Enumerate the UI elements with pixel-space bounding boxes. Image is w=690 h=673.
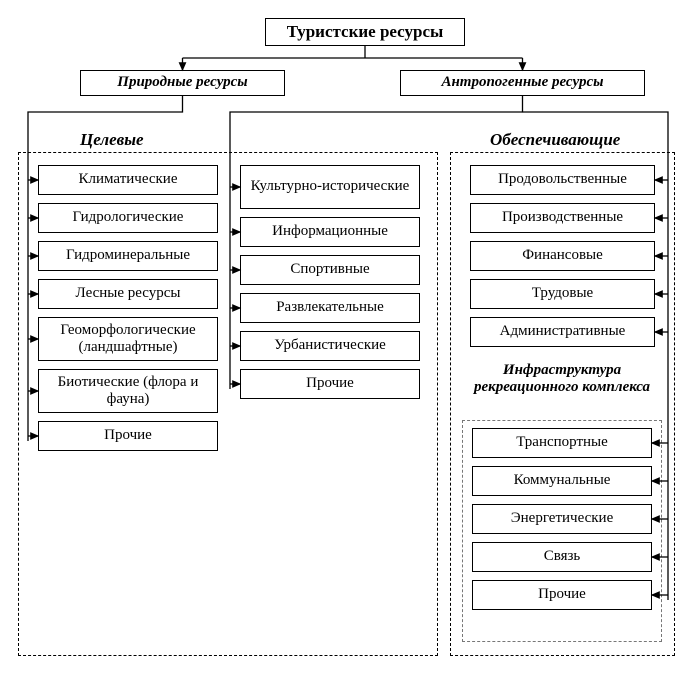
target-col0-item-2: Гидроминеральные	[38, 241, 218, 271]
target-col1-item-2: Спортивные	[240, 255, 420, 285]
supporting-item-3: Трудовые	[470, 279, 655, 309]
supporting-item-2: Финансовые	[470, 241, 655, 271]
natural-resources-box: Природные ресурсы	[80, 70, 285, 96]
target-col0-item-1: Гидрологические	[38, 203, 218, 233]
supporting-item-4: Административные	[470, 317, 655, 347]
supporting-group-title: Обеспечивающие	[490, 130, 620, 150]
target-group-title: Целевые	[80, 130, 144, 150]
target-col1-item-3: Развлекательные	[240, 293, 420, 323]
supporting-item-1: Производственные	[470, 203, 655, 233]
target-col0-item-4: Геоморфологические (ландшафтные)	[38, 317, 218, 361]
target-col0-item-5: Биотические (флора и фауна)	[38, 369, 218, 413]
target-col1-item-4: Урбанистические	[240, 331, 420, 361]
root-box: Туристские ресурсы	[265, 18, 465, 46]
supporting-item-0: Продовольственные	[470, 165, 655, 195]
target-col0-item-6: Прочие	[38, 421, 218, 451]
anthropogenic-resources-box: Антропогенные ресурсы	[400, 70, 645, 96]
infra-item-1: Коммунальные	[472, 466, 652, 496]
target-col1-item-5: Прочие	[240, 369, 420, 399]
infra-item-2: Энергетические	[472, 504, 652, 534]
target-col1-item-1: Информационные	[240, 217, 420, 247]
target-col0-item-0: Климатические	[38, 165, 218, 195]
infra-item-0: Транспортные	[472, 428, 652, 458]
infra-item-4: Прочие	[472, 580, 652, 610]
infrastructure-subtitle: Инфраструктура рекреационного комплекса	[472, 362, 652, 395]
target-col1-item-0: Культурно-исторические	[240, 165, 420, 209]
infra-item-3: Связь	[472, 542, 652, 572]
target-col0-item-3: Лесные ресурсы	[38, 279, 218, 309]
